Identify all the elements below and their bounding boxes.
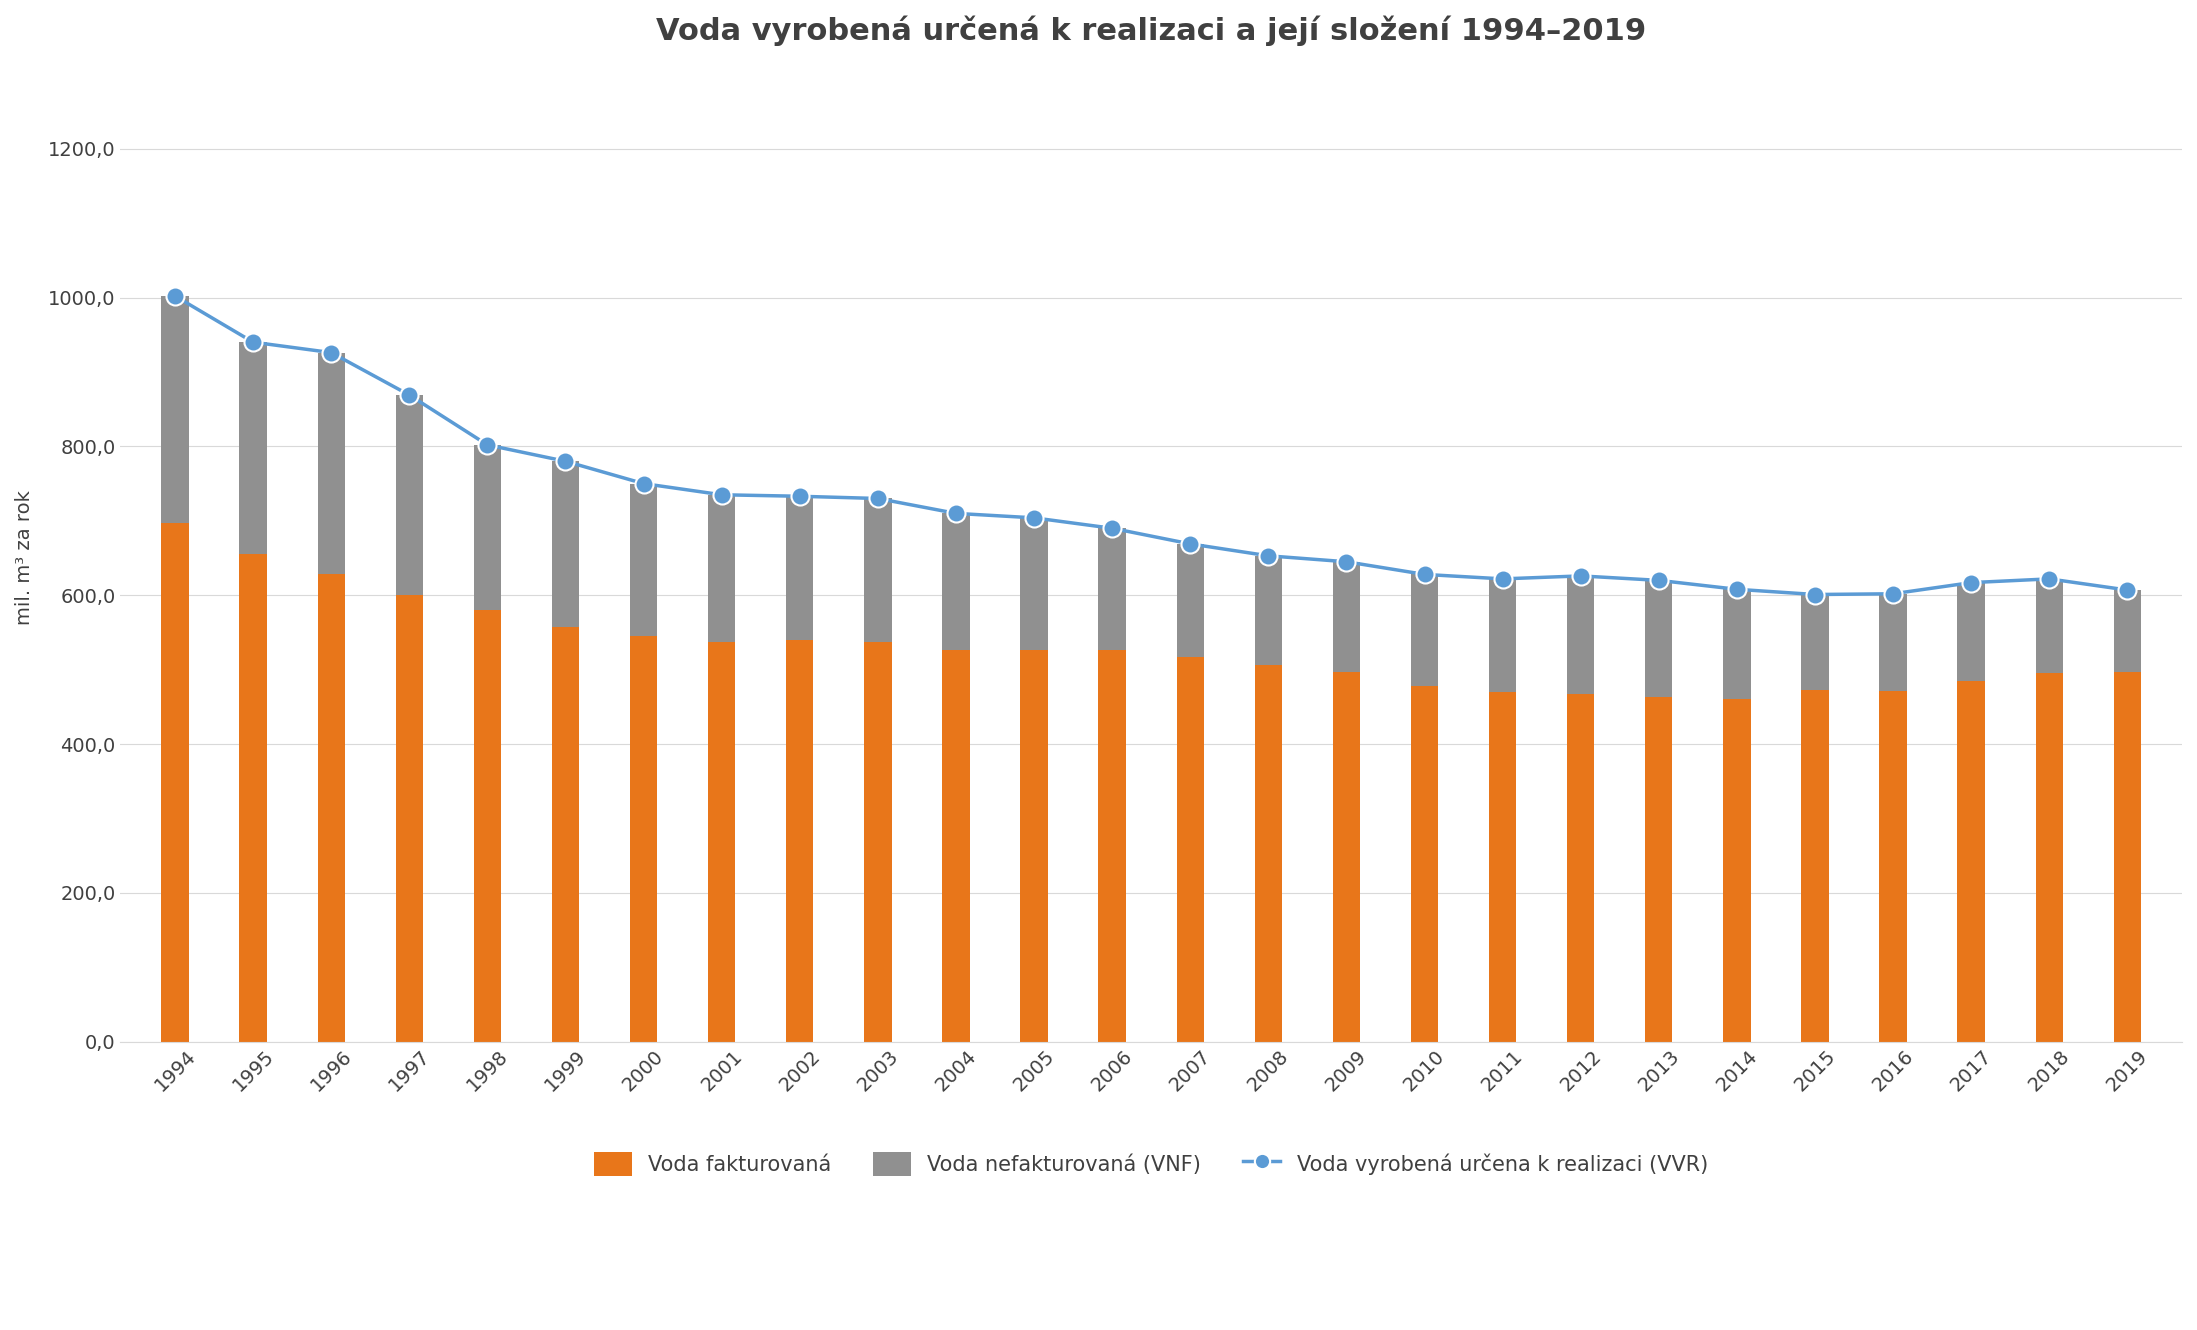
Bar: [2037, 673, 2063, 1041]
Bar: [2114, 591, 2142, 672]
Bar: [475, 446, 501, 610]
Bar: [1566, 693, 1595, 1041]
Bar: [1334, 561, 1360, 672]
Bar: [1490, 579, 1516, 692]
Bar: [1098, 649, 1125, 1041]
Bar: [1646, 580, 1672, 697]
Bar: [1646, 697, 1672, 1041]
Bar: [1019, 517, 1048, 649]
Bar: [1254, 556, 1283, 665]
Bar: [1178, 657, 1204, 1041]
Bar: [943, 513, 969, 649]
Bar: [2037, 579, 2063, 673]
Bar: [1878, 593, 1907, 690]
Bar: [943, 649, 969, 1041]
Bar: [1802, 595, 1828, 690]
Bar: [160, 297, 189, 523]
Bar: [787, 640, 813, 1041]
Bar: [551, 626, 580, 1041]
Bar: [2114, 672, 2142, 1041]
Bar: [551, 462, 580, 626]
Bar: [1098, 528, 1125, 649]
Bar: [787, 496, 813, 640]
Bar: [1722, 700, 1751, 1041]
Bar: [1566, 576, 1595, 693]
Bar: [631, 484, 657, 636]
Legend: Voda fakturovaná, Voda nefakturovaná (VNF), Voda vyrobená určena k realizaci (VV: Voda fakturovaná, Voda nefakturovaná (VN…: [584, 1141, 1718, 1186]
Bar: [395, 595, 424, 1041]
Bar: [319, 575, 345, 1041]
Bar: [863, 499, 892, 642]
Bar: [1958, 681, 1984, 1041]
Bar: [475, 610, 501, 1041]
Bar: [1722, 589, 1751, 700]
Bar: [160, 523, 189, 1041]
Bar: [1878, 690, 1907, 1041]
Bar: [707, 495, 736, 642]
Bar: [239, 342, 266, 555]
Bar: [319, 352, 345, 575]
Bar: [1254, 665, 1283, 1041]
Bar: [631, 636, 657, 1041]
Title: Voda vyrobená určená k realizaci a její složení 1994–2019: Voda vyrobená určená k realizaci a její …: [657, 15, 1646, 45]
Y-axis label: mil. m³ za rok: mil. m³ za rok: [15, 491, 33, 625]
Bar: [1178, 544, 1204, 657]
Bar: [1019, 649, 1048, 1041]
Bar: [1410, 575, 1439, 686]
Bar: [395, 395, 424, 595]
Bar: [707, 642, 736, 1041]
Bar: [1802, 690, 1828, 1041]
Bar: [1410, 686, 1439, 1041]
Bar: [239, 555, 266, 1041]
Bar: [1334, 672, 1360, 1041]
Bar: [1490, 692, 1516, 1041]
Bar: [863, 642, 892, 1041]
Bar: [1958, 583, 1984, 681]
